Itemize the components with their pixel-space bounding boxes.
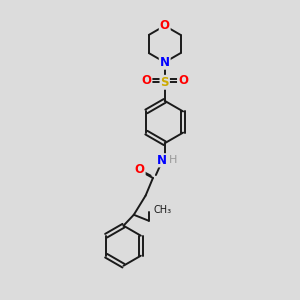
Text: O: O [160, 19, 170, 32]
Text: N: N [160, 56, 170, 69]
Text: O: O [135, 163, 145, 176]
Text: H: H [169, 155, 177, 165]
Text: CH₃: CH₃ [154, 206, 172, 215]
Text: O: O [142, 74, 152, 87]
Text: N: N [158, 154, 167, 167]
Text: O: O [178, 74, 188, 87]
Text: S: S [160, 76, 169, 89]
